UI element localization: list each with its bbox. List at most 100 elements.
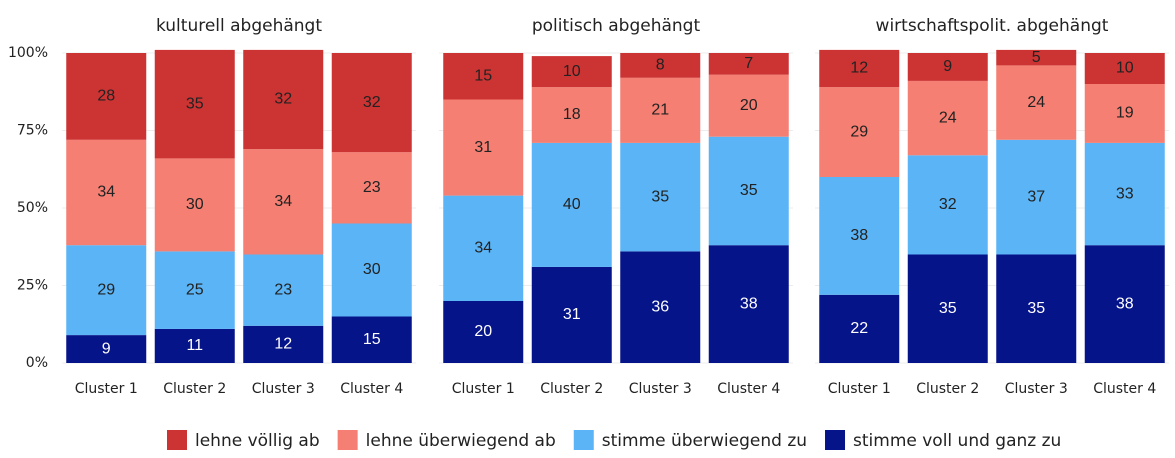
- data-label: 32: [363, 94, 381, 111]
- legend-swatch: [167, 430, 187, 450]
- bar-segment: [819, 87, 900, 177]
- legend-label: stimme voll und ganz zu: [853, 431, 1061, 451]
- x-tick-label: Cluster 2: [540, 381, 603, 397]
- legend-label: stimme überwiegend zu: [602, 431, 807, 451]
- legend-swatch: [337, 430, 358, 450]
- data-label: 38: [850, 227, 868, 244]
- bar-segment: [620, 142, 701, 252]
- x-tick-label: Cluster 3: [252, 381, 315, 397]
- bar-segment: [531, 142, 612, 267]
- bar-segment: [708, 53, 789, 75]
- legend-swatch: [573, 430, 594, 450]
- y-tick-label: 25%: [17, 278, 48, 294]
- x-tick-label: Cluster 3: [629, 381, 692, 397]
- bar-segment: [620, 53, 701, 78]
- data-label: 29: [97, 281, 115, 298]
- bar-segment: [819, 177, 900, 295]
- data-label: 21: [651, 102, 669, 119]
- data-label: 38: [740, 295, 758, 312]
- bar-segment: [1084, 245, 1165, 363]
- data-label: 24: [1027, 94, 1045, 111]
- legend-swatch: [825, 430, 846, 450]
- data-label: 10: [1116, 60, 1134, 77]
- bar-segment: [66, 335, 147, 363]
- bar-segment: [243, 325, 324, 363]
- data-label: 24: [939, 109, 957, 126]
- bar-segment: [331, 152, 412, 224]
- data-label: 29: [850, 123, 868, 140]
- bar-segment: [154, 328, 235, 363]
- bar-segment: [443, 99, 524, 196]
- data-label: 15: [363, 331, 381, 348]
- bar-segment: [243, 254, 324, 326]
- x-tick-label: Cluster 1: [75, 381, 138, 397]
- bar-segment: [66, 139, 147, 246]
- data-label: 23: [363, 179, 381, 196]
- data-label: 34: [274, 193, 292, 210]
- bar-segment: [66, 53, 147, 140]
- data-label: 36: [651, 298, 669, 315]
- x-tick-label: Cluster 4: [1093, 381, 1156, 397]
- bar-segment: [331, 316, 412, 363]
- data-label: 40: [563, 196, 581, 213]
- bar-segment: [996, 254, 1077, 363]
- data-label: 37: [1027, 188, 1045, 205]
- bar-segment: [620, 77, 701, 143]
- x-tick-label: Cluster 1: [452, 381, 515, 397]
- bar-segment: [907, 53, 988, 81]
- bar-segment: [154, 251, 235, 329]
- data-label: 35: [939, 300, 957, 317]
- data-label: 34: [97, 184, 115, 201]
- data-label: 9: [102, 340, 111, 357]
- data-label: 10: [563, 63, 581, 80]
- y-tick-label: 100%: [8, 45, 48, 61]
- legend-label: lehne überwiegend ab: [366, 431, 556, 451]
- data-label: 35: [740, 182, 758, 199]
- bar-segment: [531, 266, 612, 363]
- data-label: 25: [186, 281, 204, 298]
- legend: lehne völlig ab lehne überwiegend ab stimm…: [167, 430, 1061, 451]
- y-tick-label: 50%: [17, 200, 48, 216]
- bar-segment: [996, 139, 1077, 255]
- data-label: 32: [274, 91, 292, 108]
- data-label: 18: [563, 106, 581, 123]
- x-tick-label: Cluster 1: [828, 381, 891, 397]
- panel-title: kulturell abgehängt: [156, 16, 322, 36]
- data-label: 32: [939, 196, 957, 213]
- data-label: 35: [186, 95, 204, 112]
- panel-title: wirtschaftspolit. abgehängt: [876, 16, 1109, 36]
- data-label: 11: [186, 337, 203, 354]
- data-label: 35: [651, 188, 669, 205]
- data-label: 7: [744, 55, 753, 72]
- data-label: 38: [1116, 295, 1134, 312]
- legend-label: lehne völlig ab: [195, 431, 320, 451]
- data-label: 35: [1027, 300, 1045, 317]
- data-label: 12: [850, 60, 868, 77]
- data-label: 22: [850, 320, 868, 337]
- bar-segment: [154, 158, 235, 252]
- data-label: 34: [474, 240, 492, 257]
- bar-segment: [1084, 142, 1165, 246]
- bar-segment: [996, 65, 1077, 140]
- panel-title: politisch abgehängt: [532, 16, 701, 36]
- bar-segment: [1084, 84, 1165, 143]
- bar-segment: [819, 294, 900, 363]
- x-tick-label: Cluster 3: [1005, 381, 1068, 397]
- bar-segment: [708, 74, 789, 137]
- data-label: 9: [943, 58, 952, 75]
- data-label: 15: [474, 67, 492, 84]
- data-label: 5: [1032, 49, 1041, 66]
- bar-segment: [243, 149, 324, 255]
- x-tick-label: Cluster 2: [163, 381, 226, 397]
- bar-segment: [66, 245, 147, 336]
- bar-segment: [907, 155, 988, 255]
- bar-segment: [708, 136, 789, 246]
- data-label: 31: [474, 139, 492, 156]
- bar-segment: [907, 254, 988, 363]
- bar-segment: [243, 49, 324, 150]
- bar-segment: [708, 245, 789, 363]
- bar-segment: [331, 223, 412, 317]
- bar-segment: [443, 301, 524, 363]
- x-tick-label: Cluster 4: [717, 381, 780, 397]
